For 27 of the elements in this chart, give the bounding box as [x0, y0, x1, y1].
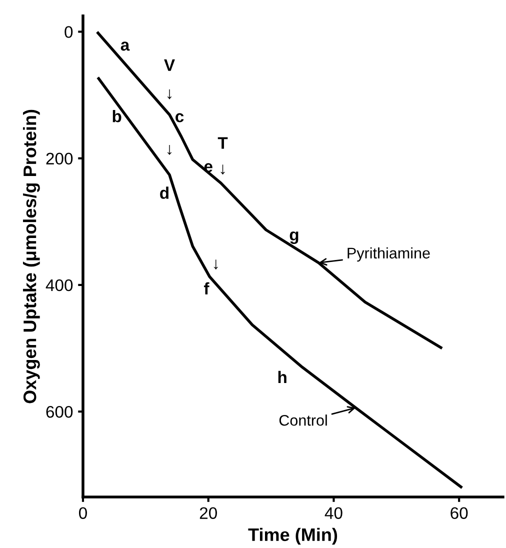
x-tick-label: 60 [450, 507, 468, 519]
x-axis-title: Time (Min) [248, 528, 338, 545]
annotation: c [176, 113, 184, 122]
x-tick-label: 40 [324, 507, 342, 519]
y-tick-label: 400 [46, 279, 73, 292]
annotation: b [112, 110, 122, 122]
y-tick-label: 0 [64, 26, 73, 38]
annotation: T [218, 137, 228, 149]
line-series [96, 32, 442, 350]
annotation: ↓ [214, 260, 218, 270]
x-tick-label: 0 [79, 507, 87, 519]
annotation: h [278, 370, 286, 383]
y-axis-title: Oxygen Uptake (μmoles/g Protein) [22, 110, 40, 404]
line-series [97, 77, 462, 488]
annotation: ↓ [220, 164, 225, 175]
y-tick-label: 600 [46, 406, 73, 418]
series-label: Control [279, 414, 327, 426]
annotation: ↓ [168, 89, 172, 100]
annotation: V [164, 59, 175, 71]
annotation: ↓ [168, 145, 172, 155]
legend-label: Pyrithiamine [348, 247, 430, 262]
annotation: g [290, 231, 298, 244]
y-tick-label: 200 [46, 152, 73, 165]
annotation: a [120, 42, 130, 51]
x-tick-label: 20 [200, 507, 217, 519]
annotation: d [160, 186, 168, 199]
annotation: f [204, 282, 210, 294]
